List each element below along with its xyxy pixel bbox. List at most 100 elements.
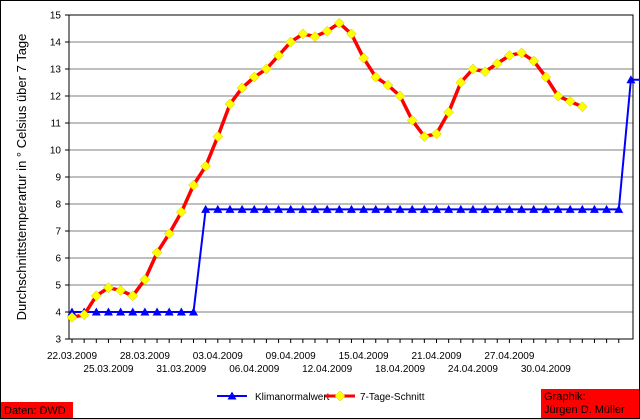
7-tage-schnitt-point [491,58,503,69]
7-tage-schnitt-point [528,55,540,67]
credit-badge [541,389,639,418]
klimanormalwert-point [225,204,235,213]
7-tage-schnitt-point [224,98,236,110]
klimanormalwert-point [261,204,271,213]
7-tage-schnitt-point [273,50,284,61]
klimanormalwert-point [176,307,186,316]
7-tage-schnitt-point [139,274,151,285]
7-tage-schnitt-point [90,290,102,302]
7-tage-schnitt-point [552,90,564,102]
x-tick-label: 09.04.2009 [266,351,316,362]
klimanormalwert-point [140,307,150,316]
7-tage-schnitt-point [115,285,126,296]
klimanormalwert-point [383,204,393,213]
legend-diamond-icon [334,390,346,402]
7-tage-schnitt-point [66,312,78,323]
klimanormalwert-point [419,204,429,213]
7-tage-schnitt-point [467,63,479,75]
x-tick-label: 12.04.2009 [302,364,352,375]
7-tage-schnitt-point [576,101,588,113]
legend: Klimanormalwert 7-Tage-Schnitt [217,390,425,403]
7-tage-schnitt-point [212,131,224,142]
7-tage-schnitt-point [236,82,248,94]
x-tick-label: 06.04.2009 [229,364,279,375]
7-tage-schnitt-point [127,290,139,302]
klimanormalwert-point [249,204,259,213]
y-tick-label: 13 [50,65,62,76]
klimanormalwert-point [577,204,587,213]
7-tage-schnitt-point [309,31,321,42]
klimanormalwert-point [565,204,575,213]
y-tick-label: 4 [55,308,61,319]
7-tage-schnitt-point [103,282,114,294]
klimanormalwert-point [492,204,502,213]
x-tick-label: 30.04.2009 [521,364,571,375]
klimanormalwert-point [480,204,490,213]
klimanormalwert-point [213,204,223,213]
y-tick-label: 9 [55,173,61,184]
7-tage-schnitt-point [285,36,297,48]
klimanormalwert-point [91,307,101,316]
klimanormalwert-point [189,307,198,316]
klimanormalwert-point [444,204,454,213]
klimanormalwert-point [371,204,381,213]
klimanormalwert-point [517,204,527,213]
klimanormalwert-point [334,204,344,213]
x-tick-label: 27.04.2009 [484,351,534,362]
x-tick-label: 21.04.2009 [411,351,461,362]
7-tage-schnitt-point [200,160,212,172]
7-tage-schnitt-point [394,90,406,102]
series-layer [66,17,640,323]
7-tage-schnitt-point [248,71,260,83]
7-tage-schnitt-point [261,63,272,75]
7-tage-schnitt-point [455,77,467,88]
y-tick-label: 8 [55,200,61,211]
y-tick-label: 14 [50,38,62,49]
klimanormalwert-point [237,204,247,213]
klimanormalwert-point [274,204,284,213]
klimanormalwert-point [626,75,636,84]
klimanormalwert-point [602,204,612,213]
7-tage-schnitt-point [431,128,442,140]
x-tick-label: 15.04.2009 [339,351,389,362]
x-ticks: 22.03.2009 25.03.2009 28.03.2009 31.03.2009… [47,339,620,375]
klimanormalwert-point [395,204,405,213]
7-tage-schnitt-point [175,206,187,218]
klimanormalwert-point [310,204,320,213]
y-tick-label: 3 [55,335,61,346]
klimanormalwert-point [614,204,624,213]
7-tage-schnitt-point [564,96,576,107]
klimanormalwert-point [407,204,417,213]
7-tage-schnitt-point [382,79,394,91]
7-tage-schnitt-point [370,71,382,83]
klimanormalwert-point [164,307,174,316]
y-tick-label: 6 [55,254,61,265]
klimanormalwert-point [103,307,113,316]
klimanormalwert-point [456,204,466,213]
klimanormalwert-point [128,307,138,316]
7-tage-schnitt-point [540,71,552,83]
klimanormalwert-point [116,307,126,316]
klimanormalwert-point [541,204,551,213]
7-tage-schnitt-point [188,179,199,191]
credit-line-2: Jürgen D. Müller [544,404,625,416]
klimanormalwert-point [468,204,478,213]
x-tick-label: 25.03.2009 [83,364,133,375]
7-tage-schnitt-point [346,28,357,40]
7-tage-schnitt-point [297,28,309,40]
y-tick-label: 7 [55,227,61,238]
x-tick-label: 24.04.2009 [448,364,498,375]
y-tick-label: 15 [50,11,62,22]
klimanormalwert-point [346,204,356,213]
klimanormalwert-point [152,307,162,316]
7-tage-schnitt-point [78,309,90,321]
klimanormalwert-point [359,204,369,213]
source-label: Daten: DWD [4,405,66,417]
legend-triangle-icon [227,391,237,400]
klimanormalwert-point [201,204,211,213]
klimanormalwert-point [529,204,539,213]
7-tage-schnitt-point [163,228,175,240]
y-tick-label: 5 [55,281,61,292]
